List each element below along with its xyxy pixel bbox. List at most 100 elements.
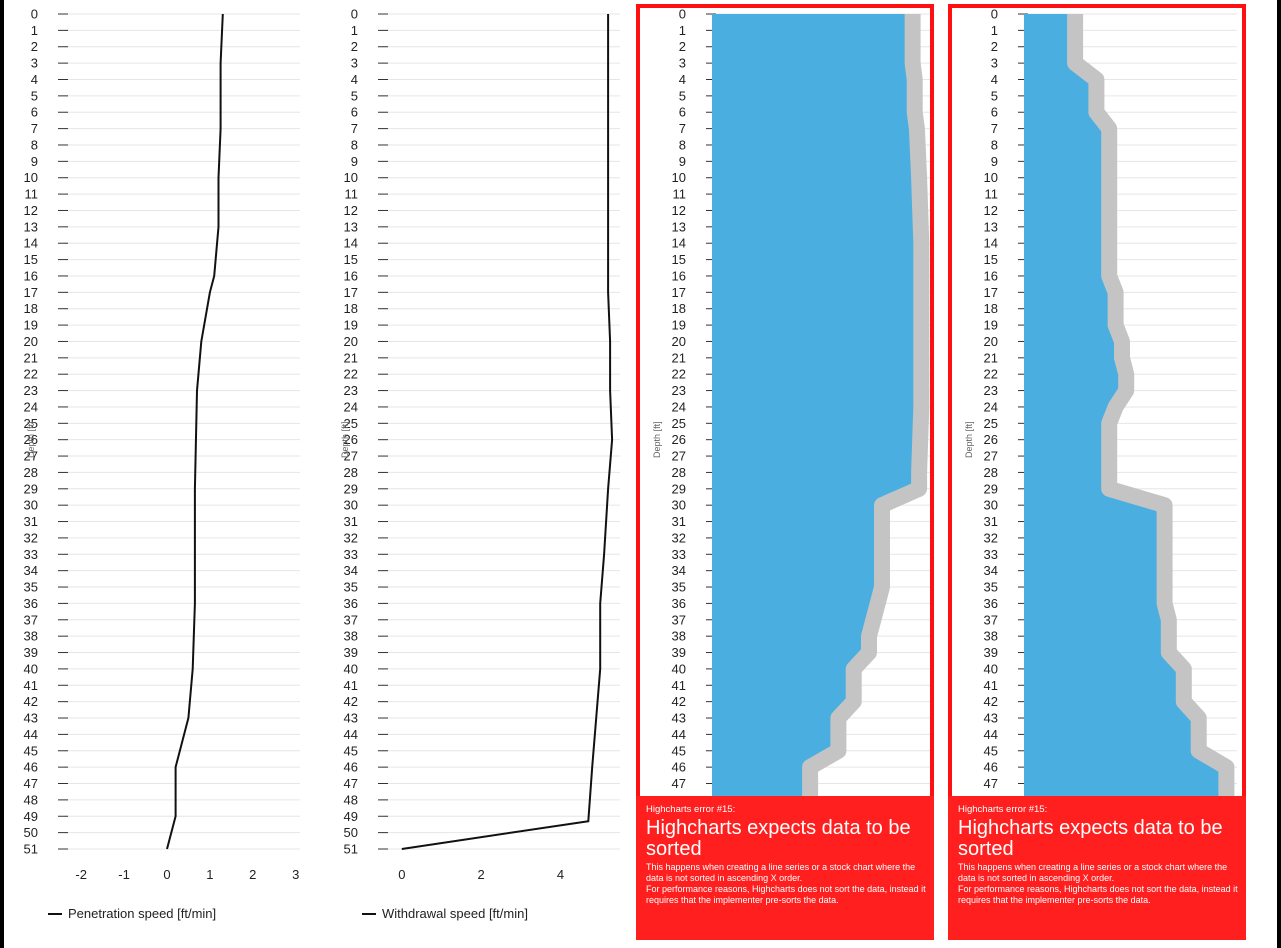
depth-tick-label: 20 [984, 334, 998, 349]
depth-tick-label: 1 [679, 23, 686, 38]
depth-tick-label: 7 [991, 121, 998, 136]
depth-tick-label: 26 [344, 432, 358, 447]
depth-tick-label: 39 [672, 645, 686, 660]
depth-tick-label: 12 [672, 203, 686, 218]
depth-tick-label: 23 [24, 383, 38, 398]
error-text-1: This happens when creating a line series… [646, 862, 916, 883]
depth-tick-label: 40 [24, 661, 38, 676]
depth-tick-label: 33 [984, 547, 998, 562]
depth-tick-label: 11 [25, 187, 39, 202]
depth-tick-label: 14 [672, 236, 686, 251]
x-tick-label: 0 [398, 867, 405, 882]
depth-tick-label: 35 [24, 580, 38, 595]
depth-tick-label: 27 [344, 449, 358, 464]
depth-tick-label: 48 [24, 792, 38, 807]
error-code: Highcharts error #15: [646, 804, 736, 815]
depth-tick-label: 22 [672, 367, 686, 382]
depth-tick-label: 36 [984, 596, 998, 611]
depth-tick-label: 47 [24, 776, 38, 791]
depth-tick-label: 14 [344, 236, 358, 251]
depth-tick-label: 26 [672, 432, 686, 447]
depth-tick-label: 43 [344, 711, 358, 726]
x-tick-label: 1 [206, 867, 213, 882]
depth-tick-label: 22 [344, 367, 358, 382]
depth-tick-label: 10 [984, 170, 998, 185]
depth-tick-label: 3 [991, 56, 998, 71]
depth-tick-label: 17 [344, 285, 358, 300]
depth-tick-label: 31 [672, 514, 686, 529]
depth-tick-label: 13 [984, 219, 998, 234]
depth-tick-label: 28 [24, 465, 38, 480]
depth-tick-label: 2 [351, 39, 358, 54]
x-tick-label: -1 [118, 867, 130, 882]
depth-tick-label: 9 [31, 154, 38, 169]
depth-tick-label: 9 [679, 154, 686, 169]
depth-tick-label: 30 [672, 498, 686, 513]
depth-tick-label: 20 [672, 334, 686, 349]
depth-tick-label: 8 [31, 137, 38, 152]
depth-tick-label: 32 [24, 530, 38, 545]
depth-tick-label: 37 [672, 612, 686, 627]
depth-tick-label: 38 [672, 629, 686, 644]
depth-tick-label: 33 [672, 547, 686, 562]
depth-tick-label: 34 [984, 563, 998, 578]
penetration-legend[interactable]: Penetration speed [ft/min] [48, 906, 216, 921]
y-axis-title: Depth [ft] [340, 421, 350, 458]
depth-tick-label: 34 [672, 563, 686, 578]
depth-tick-label: 16 [24, 268, 38, 283]
depth-tick-label: 8 [991, 137, 998, 152]
depth-tick-label: 40 [672, 661, 686, 676]
depth-tick-label: 19 [24, 318, 38, 333]
depth-tick-label: 20 [344, 334, 358, 349]
area-chart-1: 0 1 2 3 4 5 6 7 8 9 10 11 12 13 14 15 16 17 18 19 20 21 22 23 24… [640, 0, 940, 948]
depth-tick-label: 42 [344, 694, 358, 709]
depth-tick-label: 0 [991, 7, 998, 22]
depth-tick-label: 45 [24, 743, 38, 758]
depth-tick-label: 4 [351, 72, 358, 87]
depth-tick-label: 16 [984, 268, 998, 283]
depth-tick-label: 13 [672, 219, 686, 234]
depth-tick-label: 22 [24, 367, 38, 382]
depth-tick-label: 42 [672, 694, 686, 709]
y-axis-title: Depth [ft] [26, 421, 36, 458]
depth-tick-label: 26 [984, 432, 998, 447]
depth-tick-label: 7 [679, 121, 686, 136]
depth-tick-label: 35 [672, 580, 686, 595]
depth-tick-label: 46 [672, 760, 686, 775]
depth-tick-label: 10 [344, 170, 358, 185]
depth-tick-label: 34 [24, 563, 38, 578]
area-fill [712, 14, 922, 800]
depth-tick-label: 41 [344, 678, 358, 693]
depth-tick-label: 8 [351, 137, 358, 152]
depth-tick-label: 24 [344, 399, 358, 414]
area-chart-2: 0 1 2 3 4 5 6 7 8 9 10 11 12 13 14 15 16 17 18 19 20 21 22 23 24… [952, 0, 1252, 948]
depth-tick-label: 37 [984, 612, 998, 627]
depth-tick-label: 7 [351, 121, 358, 136]
withdrawal-legend[interactable]: Withdrawal speed [ft/min] [362, 906, 528, 921]
depth-tick-label: 6 [991, 105, 998, 120]
depth-tick-label: 21 [984, 350, 998, 365]
depth-tick-label: 45 [984, 743, 998, 758]
depth-tick-label: 6 [31, 105, 38, 120]
depth-tick-label: 13 [24, 219, 38, 234]
depth-tick-label: 27 [984, 449, 998, 464]
depth-tick-label: 39 [344, 645, 358, 660]
right-window-edge [1277, 0, 1281, 948]
error-text-1: This happens when creating a line series… [958, 862, 1228, 883]
error-title: Highcharts expects data to be sorted [958, 817, 1223, 860]
depth-tick-label: 13 [344, 219, 358, 234]
area-chart-2-svg: 0123456789101112131415161718192021222324… [964, 7, 1237, 800]
depth-tick-label: 44 [344, 727, 358, 742]
depth-tick-label: 31 [984, 514, 998, 529]
depth-tick-label: 33 [344, 547, 358, 562]
area-fill [1024, 14, 1227, 800]
depth-tick-label: 29 [672, 481, 686, 496]
depth-tick-label: 46 [24, 760, 38, 775]
depth-tick-label: 12 [984, 203, 998, 218]
depth-tick-label: 31 [24, 514, 38, 529]
depth-tick-label: 50 [24, 825, 38, 840]
depth-tick-label: 2 [991, 39, 998, 54]
depth-tick-label: 41 [672, 678, 686, 693]
depth-tick-label: 0 [351, 7, 358, 22]
depth-tick-label: 1 [991, 23, 998, 38]
